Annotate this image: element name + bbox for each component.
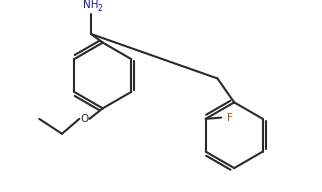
Text: O: O — [80, 114, 89, 124]
Text: NH: NH — [83, 0, 99, 10]
Text: F: F — [227, 113, 233, 123]
Text: 2: 2 — [98, 4, 103, 13]
